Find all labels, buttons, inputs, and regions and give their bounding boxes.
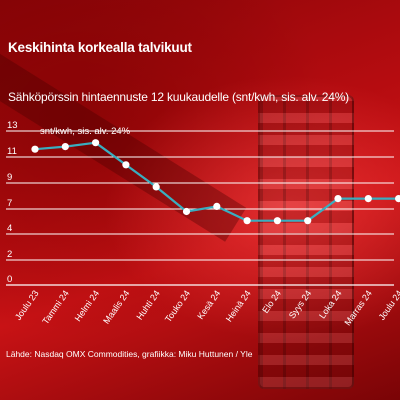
x-tick-label: Joulu 24 xyxy=(377,288,400,322)
x-tick-label: Maalis 24 xyxy=(101,288,131,325)
data-point xyxy=(61,143,69,151)
data-point xyxy=(213,202,221,210)
y-tick-label: 9 xyxy=(7,172,12,183)
x-tick-label: Joulu 23 xyxy=(13,288,41,322)
data-point xyxy=(334,195,342,203)
y-tick-label: 0 xyxy=(7,274,12,285)
x-tick-label: Loka 24 xyxy=(317,288,344,320)
x-tick-label: Elo 24 xyxy=(260,288,283,315)
data-point xyxy=(31,145,39,153)
y-tick-label: 7 xyxy=(7,198,12,209)
x-tick-label: Touko 24 xyxy=(163,288,192,324)
background-sauna-stove xyxy=(258,95,354,389)
x-tick-label: Syys 24 xyxy=(287,288,314,320)
data-point xyxy=(92,139,100,147)
chart-subtitle: Sähköpörssin hintaennuste 12 kuukaudelle… xyxy=(8,90,349,104)
source-note: Lähde: Nasdaq OMX Commodities, grafiikka… xyxy=(6,349,253,359)
x-tick-label: Heinä 24 xyxy=(224,288,253,323)
x-tick-label: Huhti 24 xyxy=(134,288,161,321)
data-point xyxy=(304,217,312,225)
unit-label: snt/kwh, sis. alv. 24% xyxy=(40,126,131,137)
data-point xyxy=(364,195,372,203)
data-point xyxy=(122,161,130,169)
data-point xyxy=(243,217,251,225)
x-tick-label: Helmi 24 xyxy=(73,288,102,323)
y-tick-label: 2 xyxy=(7,249,12,260)
series-markers xyxy=(31,139,400,225)
data-point xyxy=(395,195,400,203)
x-tick-label: Kesä 24 xyxy=(195,288,222,321)
x-tick-label: Tammi 24 xyxy=(40,288,71,326)
y-tick-label: 11 xyxy=(7,146,17,157)
data-point xyxy=(182,207,191,216)
chart-title: Keskihinta korkealla talvikuut xyxy=(8,40,192,55)
data-point xyxy=(152,183,160,191)
gridlines xyxy=(6,130,394,286)
x-tick-label: Marras 24 xyxy=(343,288,374,327)
x-axis-tick-labels: Joulu 23 Tammi 24 Helmi 24 Maalis 24 Huhti 2… xyxy=(13,288,400,327)
data-point xyxy=(273,217,281,225)
y-tick-label: 4 xyxy=(7,223,12,234)
y-tick-label: 13 xyxy=(7,120,18,131)
y-axis-tick-labels: 0 2 4 7 9 11 13 xyxy=(7,120,18,285)
